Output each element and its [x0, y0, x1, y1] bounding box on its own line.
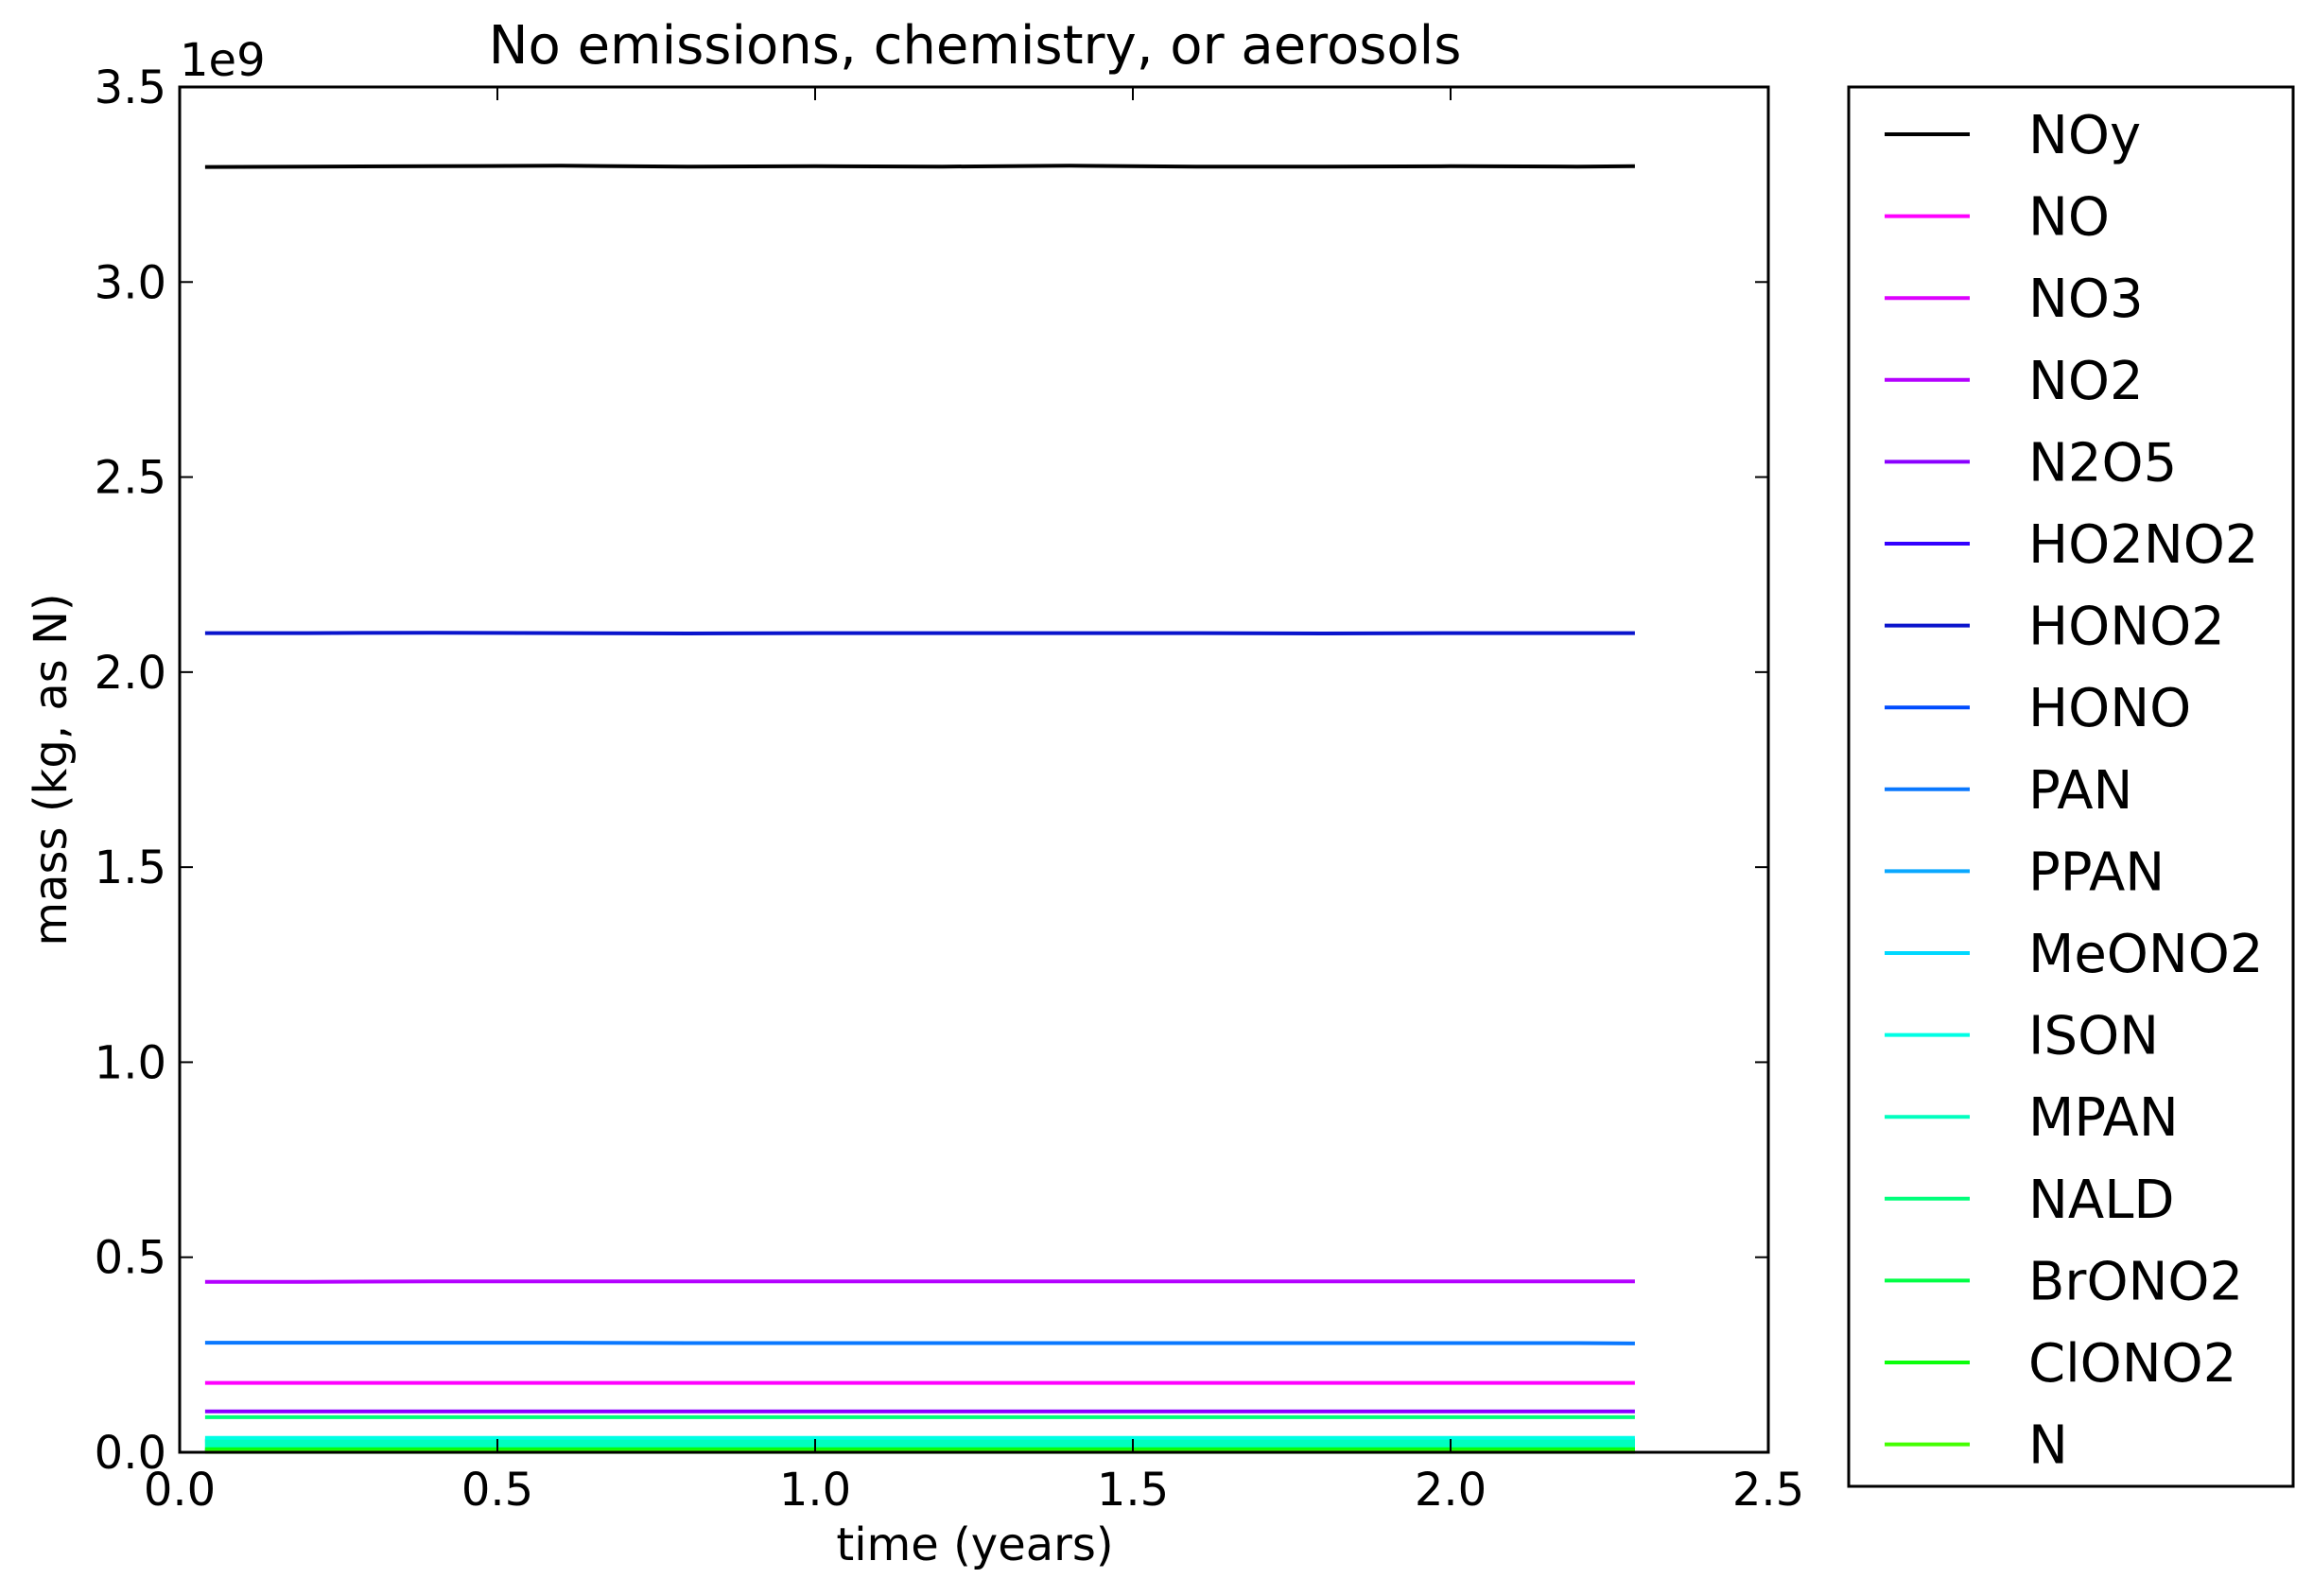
- legend-label: NOy: [2028, 105, 2141, 166]
- legend-item-n: N: [1885, 1415, 2068, 1477]
- y-tick-label: 3.0: [95, 256, 166, 309]
- legend-item-brono2: BrONO2: [1885, 1251, 2243, 1312]
- legend-item-ho2no2: HO2NO2: [1885, 514, 2258, 576]
- series-layer: [204, 164, 1635, 1454]
- legend-label: PPAN: [2028, 841, 2165, 903]
- y-tick-label: 1.5: [95, 841, 166, 894]
- series-line-pan: [204, 1341, 1635, 1345]
- x-tick-label: 1.5: [1097, 1464, 1169, 1517]
- legend-label: HO2NO2: [2028, 514, 2258, 576]
- legend-label: NO2: [2028, 351, 2144, 412]
- legend-item-no2: NO2: [1885, 351, 2144, 412]
- legend-label: N: [2028, 1415, 2068, 1477]
- y-tick-label: 0.0: [95, 1427, 166, 1480]
- legend-item-n2o5: N2O5: [1885, 432, 2177, 494]
- legend-item-ison: ISON: [1885, 1006, 2159, 1067]
- legend-item-hono: HONO: [1885, 678, 2191, 739]
- legend-item-nald: NALD: [1885, 1170, 2175, 1231]
- plot-frame: [178, 85, 1770, 1454]
- legend-label: HONO2: [2028, 597, 2225, 658]
- x-tick-label: 0.0: [144, 1464, 216, 1517]
- legend-item-noy: NOy: [1885, 105, 2141, 166]
- legend-frame: [1847, 85, 2295, 1488]
- legend: NOy NO NO3 NO2 N2O5 HO2NO2 HONO2 HONO PAN PPAN MeO…: [1847, 85, 2295, 1488]
- x-tick-label: 0.5: [461, 1464, 533, 1517]
- legend-label: N2O5: [2028, 432, 2177, 494]
- y-tick-label: 0.5: [95, 1232, 166, 1285]
- legend-item-hono2: HONO2: [1885, 597, 2225, 658]
- legend-label: MeONO2: [2028, 924, 2263, 985]
- legend-label: HONO: [2028, 678, 2191, 739]
- legend-item-meono2: MeONO2: [1885, 924, 2263, 985]
- y-tick-label: 2.5: [95, 452, 166, 505]
- legend-label: NO: [2028, 187, 2110, 249]
- x-axis: 0.0 0.5 1.0 1.5 2.0 2.5: [144, 87, 1804, 1517]
- y-tick-label: 1.0: [95, 1036, 166, 1089]
- legend-label: NALD: [2028, 1170, 2175, 1231]
- y-axis: 0.0 0.5 1.0 1.5 2.0 2.5 3.0 3.5: [95, 61, 1768, 1480]
- legend-item-clono2: ClONO2: [1885, 1333, 2236, 1395]
- legend-item-mpan: MPAN: [1885, 1087, 2179, 1149]
- legend-label: BrONO2: [2028, 1251, 2243, 1312]
- y-axis-label: mass (kg, as N): [25, 593, 78, 945]
- y-tick-label: 2.0: [95, 647, 166, 700]
- legend-label: MPAN: [2028, 1087, 2179, 1149]
- y-offset-label: 1e9: [180, 34, 266, 87]
- legend-item-pan: PAN: [1885, 760, 2132, 822]
- chart-title: No emissions, chemistry, or aerosols: [489, 15, 1462, 77]
- series-line-noy: [204, 164, 1635, 169]
- legend-label: NO3: [2028, 269, 2144, 330]
- legend-label: PAN: [2028, 760, 2132, 822]
- legend-item-ppan: PPAN: [1885, 841, 2165, 903]
- x-tick-label: 1.0: [779, 1464, 851, 1517]
- legend-label: ISON: [2028, 1006, 2159, 1067]
- legend-item-no3: NO3: [1885, 269, 2144, 330]
- x-tick-label: 2.5: [1732, 1464, 1804, 1517]
- legend-label: ClONO2: [2028, 1333, 2236, 1395]
- x-axis-label: time (years): [836, 1518, 1113, 1571]
- legend-item-no: NO: [1885, 187, 2110, 249]
- x-tick-label: 2.0: [1415, 1464, 1487, 1517]
- y-tick-label: 3.5: [95, 61, 166, 114]
